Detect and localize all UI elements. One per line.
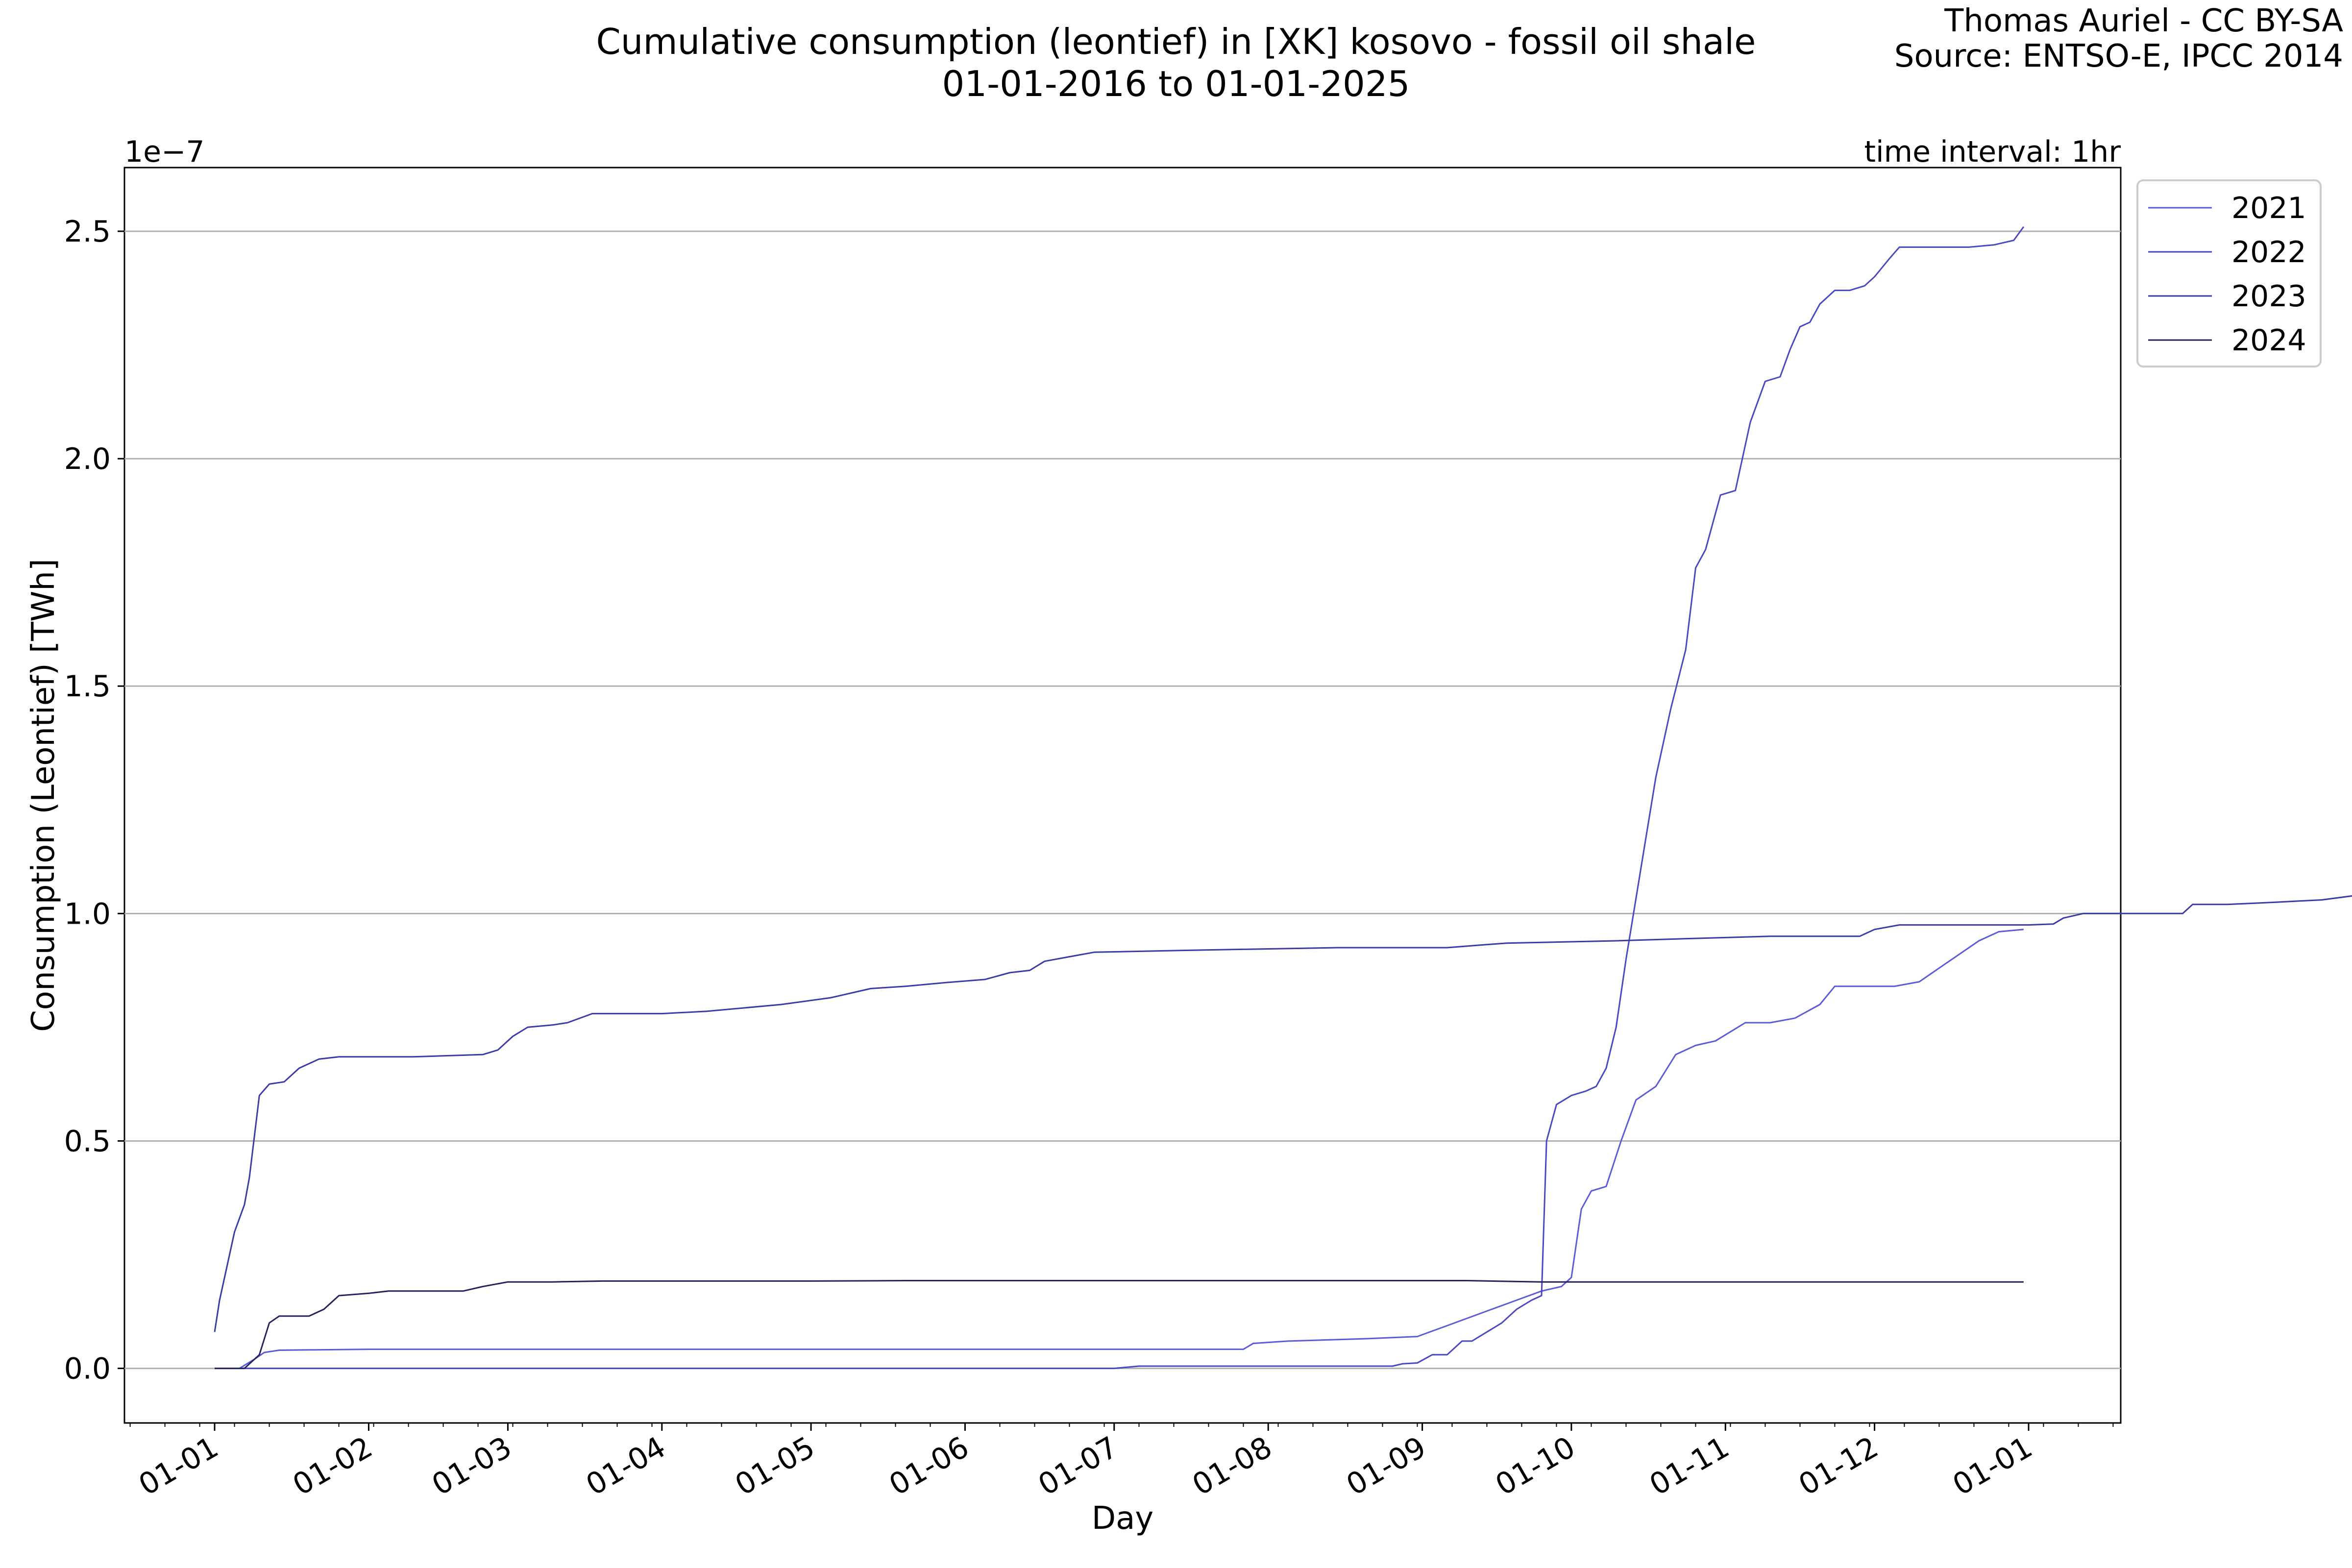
y-axis: 0.0 0.5 1.0 1.5 2.0 2.5 xyxy=(64,215,124,1386)
series-lines xyxy=(214,226,2352,1370)
x-axis: 01-01 01-02 01-03 01-04 01-05 01-06 01-07 01-08… xyxy=(129,1423,2114,1502)
x-axis-label: Day xyxy=(1092,1500,1153,1537)
y-tick-label: 1.0 xyxy=(64,897,111,931)
x-tick-label: 01-01 xyxy=(1947,1430,2038,1502)
time-interval-label: time interval: 1hr xyxy=(1864,135,2121,169)
x-tick-label: 01-12 xyxy=(1793,1430,1884,1502)
x-tick-label: 01-01 xyxy=(133,1430,224,1502)
x-tick-label: 01-04 xyxy=(580,1430,671,1502)
x-tick-label: 01-06 xyxy=(883,1430,975,1502)
x-tick-label: 01-02 xyxy=(287,1430,378,1502)
series-line-2024 xyxy=(215,1280,2024,1370)
legend: 2021 2022 2023 2024 xyxy=(2136,179,2322,368)
y-tick-label: 2.5 xyxy=(64,215,111,249)
chart-title-line1: Cumulative consumption (leontief) in [XK… xyxy=(596,21,1756,62)
y-axis-label: Consumption (Leontief) [TWh] xyxy=(25,559,62,1032)
legend-label-2023: 2023 xyxy=(2231,279,2306,314)
credit-source: Source: ENTSO-E, IPCC 2014 xyxy=(1894,38,2343,74)
y-multiplier: 1e−7 xyxy=(124,135,205,169)
legend-label-2024: 2024 xyxy=(2231,323,2306,358)
legend-label-2022: 2022 xyxy=(2231,235,2306,270)
y-gridlines xyxy=(124,230,2121,1370)
y-tick-label: 2.0 xyxy=(64,442,111,476)
x-tick-label: 01-10 xyxy=(1490,1430,1581,1502)
plot-area-frame xyxy=(123,167,2122,1424)
series-line-2022 xyxy=(215,226,2025,1370)
chart-title-line2: 01-01-2016 to 01-01-2025 xyxy=(942,63,1410,104)
legend-label-2021: 2021 xyxy=(2231,191,2306,225)
x-tick-label: 01-08 xyxy=(1187,1430,1278,1502)
y-tick-label: 0.0 xyxy=(64,1352,111,1386)
x-tick-label: 01-03 xyxy=(426,1430,517,1502)
legend-frame xyxy=(2136,179,2322,368)
y-tick-label: 0.5 xyxy=(64,1124,111,1158)
y-tick-label: 1.5 xyxy=(64,669,111,704)
x-tick-label: 01-11 xyxy=(1644,1430,1735,1502)
series-line-2023 xyxy=(214,895,2352,1332)
x-tick-label: 01-07 xyxy=(1032,1430,1124,1502)
x-tick-label: 01-09 xyxy=(1341,1430,1432,1502)
credit-author: Thomas Auriel - CC BY-SA xyxy=(1944,3,2343,39)
x-tick-label: 01-05 xyxy=(730,1430,821,1502)
series-line-2021 xyxy=(215,929,2024,1370)
